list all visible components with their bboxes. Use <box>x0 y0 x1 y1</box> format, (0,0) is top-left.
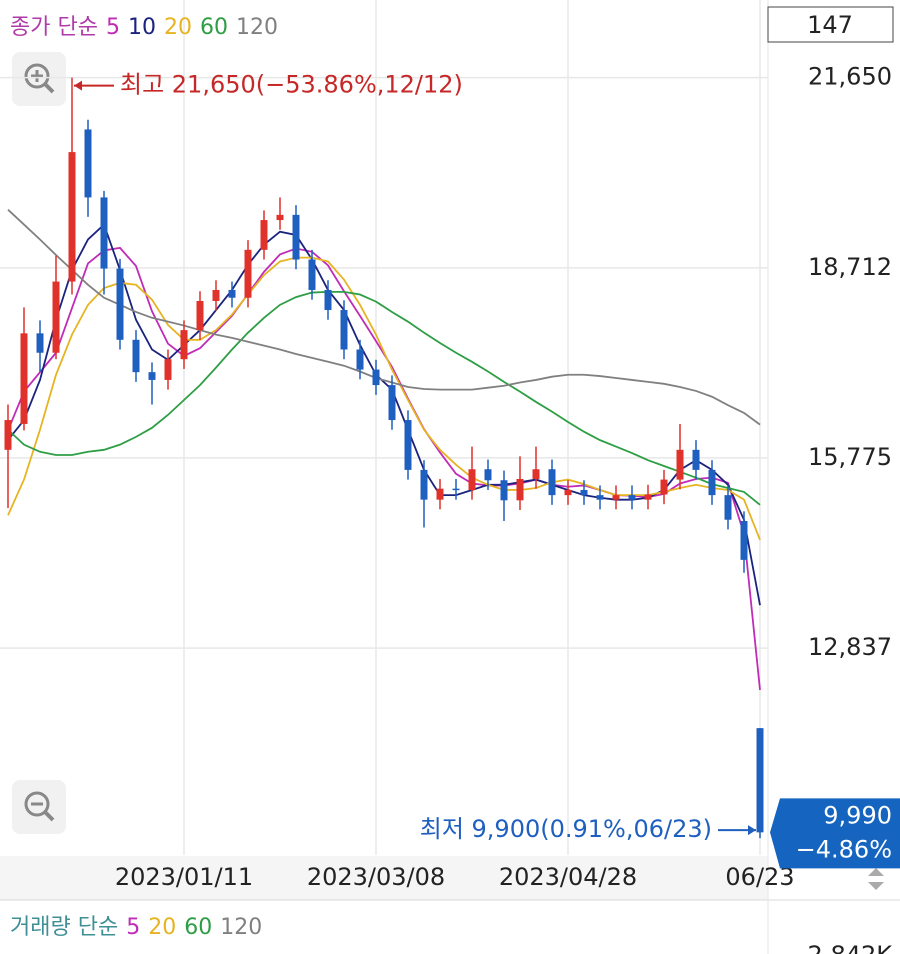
candle-body <box>180 330 188 360</box>
candle-body <box>676 449 684 480</box>
volume-axis-label: 2,842K <box>808 941 894 954</box>
candle-body <box>756 728 764 833</box>
candle-body <box>692 449 700 470</box>
candle-body <box>564 489 572 496</box>
candle-body <box>36 333 44 353</box>
candle-body <box>308 259 316 290</box>
candle-body <box>4 420 12 450</box>
candle-body <box>516 478 524 501</box>
zoom-out-lens[interactable] <box>24 791 50 817</box>
zoom-out-handle[interactable] <box>43 810 55 822</box>
zoom-in-bg[interactable] <box>12 52 66 106</box>
ma-line <box>7 256 761 541</box>
volume-legend-entry: 5 <box>126 915 140 940</box>
candle-body <box>340 310 348 350</box>
legend-entry: 120 <box>236 15 278 40</box>
annotation-arrowhead <box>74 80 82 91</box>
candle-body <box>20 333 28 424</box>
candle-body <box>84 129 92 198</box>
candle-body <box>580 489 588 496</box>
y-tick-label: 12,837 <box>808 633 892 661</box>
candle-body <box>212 289 220 301</box>
x-tick-label: 2023/03/08 <box>307 863 445 891</box>
y-tick-label: 18,712 <box>808 253 892 281</box>
candle-body <box>116 268 124 340</box>
info-box <box>767 6 894 43</box>
zoom-in-handle[interactable] <box>43 82 55 94</box>
y-tick-label: 21,650 <box>808 63 892 91</box>
grid <box>0 0 768 855</box>
candle-body <box>628 495 636 500</box>
candle-body <box>724 495 732 520</box>
candle-body <box>100 197 108 269</box>
info-box-text: 147 <box>807 11 853 39</box>
candle-body <box>500 480 508 501</box>
price-box <box>770 798 900 869</box>
volume-legend-title: 거래량 단순 <box>10 915 118 940</box>
candle-body <box>436 488 444 500</box>
volume-legend-entry: 20 <box>148 915 176 940</box>
candle-body <box>244 249 252 298</box>
candle-body <box>420 469 428 500</box>
candle-body <box>708 469 716 496</box>
candle-body <box>468 469 476 490</box>
candle-body <box>356 349 364 370</box>
change-label: −4.86% <box>796 835 892 863</box>
annotation-arrowhead <box>748 825 756 836</box>
candle-body <box>388 385 396 421</box>
legend-entry: 20 <box>164 15 192 40</box>
legend-title: 종가 단순 <box>10 15 98 40</box>
zoom-in-lens[interactable] <box>24 63 50 89</box>
candle-body <box>276 214 284 221</box>
y-tick-label: 15,775 <box>808 443 892 471</box>
legend-entry: 5 <box>106 15 120 40</box>
candle-body <box>452 488 460 491</box>
candle-body <box>644 494 652 500</box>
candle-body <box>484 469 492 481</box>
candle-body <box>596 495 604 500</box>
x-tick-label: 2023/04/28 <box>499 863 637 891</box>
scroll-down[interactable] <box>868 882 884 890</box>
candle-body <box>324 289 332 311</box>
scroll-arrows[interactable] <box>868 868 884 890</box>
candle-body <box>404 420 412 470</box>
last-price: 9,990 <box>823 801 892 829</box>
zoom-out-bg[interactable] <box>12 780 66 834</box>
candle-body <box>260 220 268 250</box>
date-axis-band <box>0 856 768 900</box>
legend-entry: 10 <box>128 15 156 40</box>
volume-legend-entry: 60 <box>184 915 212 940</box>
candle-body <box>292 214 300 260</box>
high-annotation: 최고 21,650(−53.86%,12/12) <box>120 71 463 99</box>
candle-body <box>372 369 380 386</box>
x-tick-label: 2023/01/11 <box>115 863 253 891</box>
legend-entry: 60 <box>200 15 228 40</box>
candle-body <box>52 281 60 353</box>
candle-body <box>740 521 748 560</box>
candle-body <box>196 300 204 331</box>
candles <box>4 77 764 839</box>
candle-body <box>228 289 236 298</box>
candle-body <box>68 152 76 282</box>
ma-line <box>7 209 761 426</box>
ma-line <box>7 291 761 506</box>
candle-body <box>548 469 556 496</box>
candle-body <box>612 495 620 500</box>
candle-body <box>132 339 140 373</box>
zoom-in[interactable] <box>12 52 66 106</box>
zoom-out[interactable] <box>12 780 66 834</box>
candle-body <box>532 469 540 479</box>
low-annotation: 최저 9,900(0.91%,06/23) <box>420 815 712 843</box>
scroll-up[interactable] <box>868 868 884 876</box>
candle-body <box>148 372 156 380</box>
candle-body <box>164 359 172 380</box>
volume-legend-entry: 120 <box>220 915 262 940</box>
candle-body <box>660 479 668 495</box>
